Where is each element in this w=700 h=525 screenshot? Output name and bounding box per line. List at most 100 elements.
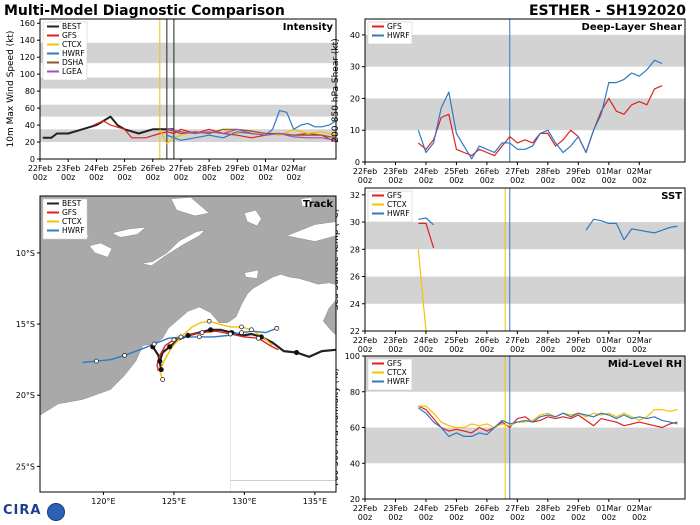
rh-ytick-label: 40 [350, 459, 360, 468]
intensity-series-lgea [166, 127, 336, 141]
track-legend-label: BEST [62, 199, 82, 208]
rh-band [365, 427, 685, 464]
sst-xtick-hour: 00z [388, 345, 402, 354]
sst-xtick-day: 28Feb [536, 336, 560, 345]
sst-xtick-hour: 00z [510, 345, 524, 354]
sst-panel: 22242628303222Feb00z23Feb00z24Feb00z25Fe… [331, 187, 686, 354]
sst-xtick-hour: 00z [541, 345, 555, 354]
shear-legend-label: HWRF [387, 31, 410, 40]
intensity-ylabel: 10m Max Wind Speed (kt) [6, 31, 16, 148]
intensity-xtick-hour: 00z [33, 173, 47, 182]
rh-series-hwrf [417, 407, 678, 437]
sst-xtick-hour: 00z [358, 345, 372, 354]
track-point-ctcx [239, 324, 244, 330]
intensity-ytick-label: 120 [20, 53, 35, 62]
intensity-xtick-day: 26Feb [141, 164, 165, 173]
intensity-xtick-hour: 00z [174, 173, 188, 182]
shear-ytick-label: 40 [350, 31, 360, 40]
track-point-best [208, 327, 214, 333]
rh-xtick-hour: 00z [541, 513, 555, 522]
rh-band [365, 356, 685, 392]
sst-legend-label: CTCX [387, 200, 407, 209]
intensity-xtick-day: 22Feb [28, 164, 52, 173]
track-point-hwrf [274, 325, 280, 331]
sst-xtick-day: 27Feb [505, 336, 529, 345]
rh-panel: 2040608010022Feb00z23Feb00z24Feb00z25Feb… [331, 352, 686, 522]
intensity-legend-box [42, 21, 88, 81]
sst-xtick-hour: 00z [632, 345, 646, 354]
track-frame [39, 195, 337, 493]
intensity-band [40, 77, 336, 89]
track-xtick-label: 130°E [232, 497, 256, 506]
track-legend-label: GFS [62, 208, 77, 217]
shear-xtick-hour: 00z [632, 176, 646, 185]
sst-series-hwrf [418, 217, 435, 226]
rh-xtick-day: 27Feb [505, 504, 529, 513]
sst-series-gfs [418, 222, 435, 249]
rh-title: Mid-Level RH [608, 359, 682, 370]
shear-xtick-hour: 00z [602, 176, 616, 185]
shear-frame [364, 18, 686, 163]
intensity-xtick-hour: 00z [287, 173, 301, 182]
shear-xtick-day: 27Feb [505, 167, 529, 176]
track-ytick-label: 25°S [16, 462, 35, 471]
rh-ytick-label: 60 [350, 424, 360, 433]
intensity-legend-label: CTCX [62, 40, 82, 49]
sst-xtick-day: 24Feb [414, 336, 438, 345]
intensity-xtick-day: 02Mar [281, 164, 307, 173]
sst-plot-area [365, 188, 685, 331]
rh-xtick-day: 24Feb [414, 504, 438, 513]
track-legend-label: CTCX [62, 217, 82, 226]
intensity-ytick-label: 0 [30, 155, 35, 164]
sst-xtick-day: 22Feb [353, 336, 377, 345]
sst-title: SST [661, 191, 682, 202]
shear-xtick-hour: 00z [449, 176, 463, 185]
sst-ytick-label: 28 [350, 245, 360, 254]
intensity-xtick-hour: 00z [117, 173, 131, 182]
figure-title: Multi-Model Diagnostic Comparison [4, 3, 285, 19]
intensity-xtick-hour: 00z [89, 173, 103, 182]
sst-xtick-day: 29Feb [566, 336, 590, 345]
track-point-hwrf [196, 334, 202, 340]
rh-xtick-hour: 00z [419, 513, 433, 522]
sst-ytick-label: 26 [350, 273, 360, 282]
track-point-best [167, 344, 173, 350]
intensity-ytick-label: 140 [20, 36, 35, 45]
shear-xtick-hour: 00z [510, 176, 524, 185]
intensity-xtick-day: 25Feb [112, 164, 136, 173]
track-line-best [151, 328, 336, 371]
rh-ytick-label: 80 [350, 388, 360, 397]
intensity-ytick-label: 40 [25, 121, 35, 130]
rh-xtick-hour: 00z [480, 513, 494, 522]
rh-ytick-label: 100 [345, 352, 360, 361]
intensity-xtick-hour: 00z [230, 173, 244, 182]
shear-series-hwrf [417, 59, 663, 160]
sst-series-ctcx [417, 249, 427, 331]
shear-xtick-day: 26Feb [475, 167, 499, 176]
sst-band [365, 222, 685, 250]
globe-icon [47, 503, 65, 521]
shear-xtick-day: 28Feb [536, 167, 560, 176]
shear-xtick-day: 25Feb [444, 167, 468, 176]
intensity-ytick-label: 60 [25, 104, 35, 113]
landmass [300, 197, 313, 208]
sst-xtick-day: 23Feb [383, 336, 407, 345]
shear-xtick-day: 01Mar [596, 167, 622, 176]
intensity-xtick-day: 28Feb [197, 164, 221, 173]
sst-xtick-hour: 00z [419, 345, 433, 354]
sst-band [365, 276, 685, 304]
intensity-series-dsha [166, 128, 336, 139]
shear-title: Deep-Layer Shear [582, 22, 683, 33]
shear-ytick-label: 30 [350, 63, 360, 72]
track-point-ctcx [160, 377, 165, 382]
intensity-series-best [42, 115, 174, 139]
sst-series-hwrf [585, 218, 678, 241]
rh-xtick-day: 23Feb [383, 504, 407, 513]
shear-ytick-label: 20 [350, 94, 360, 103]
track-point-gfs [227, 331, 233, 337]
sst-ytick-label: 30 [350, 218, 360, 227]
